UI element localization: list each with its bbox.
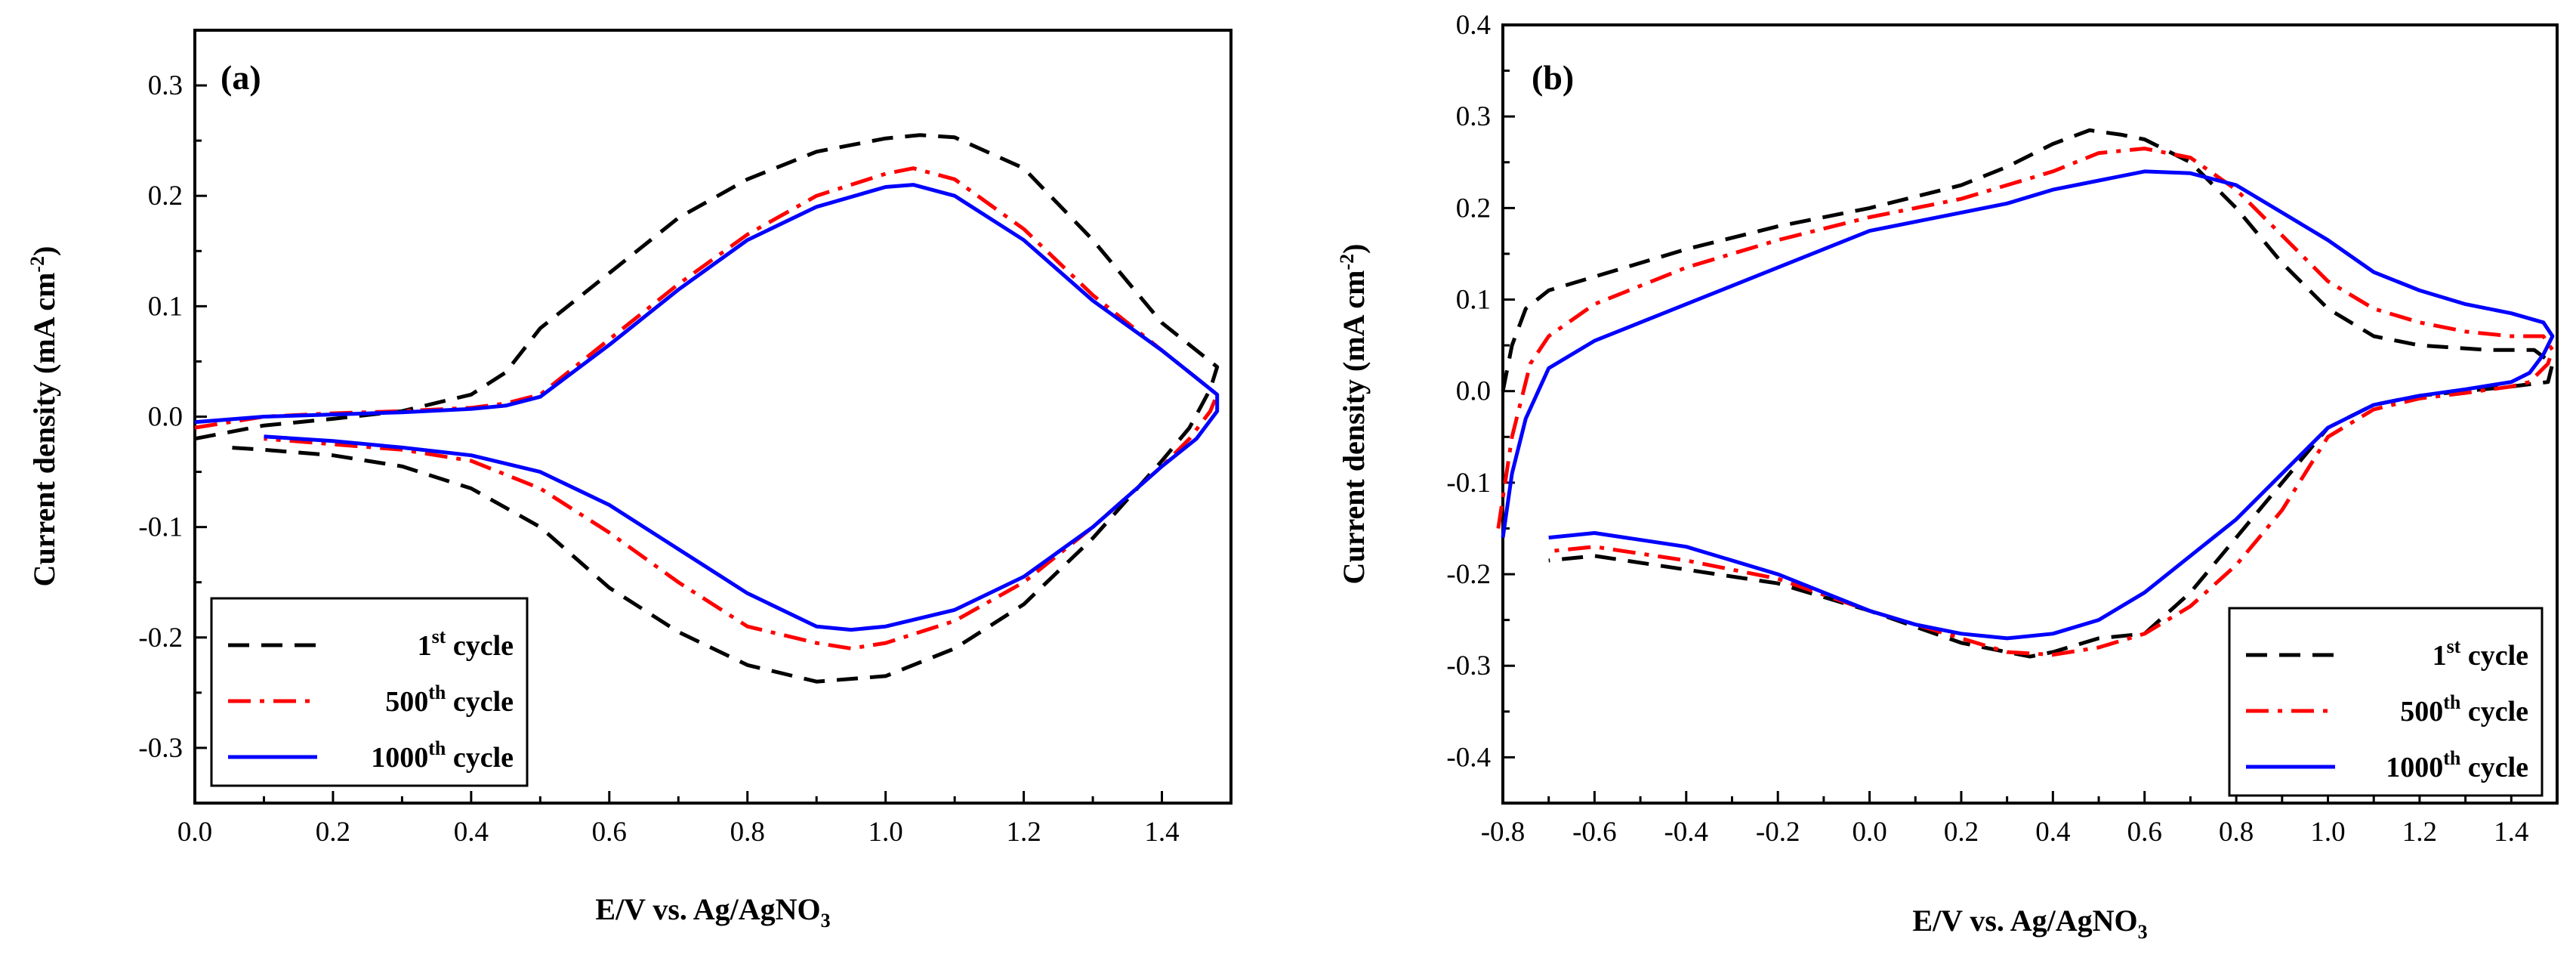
y-tick-label: 0.4 <box>1456 10 1491 41</box>
panel-b-plot-frame <box>1501 23 2559 805</box>
y-tick-label: 0.2 <box>148 181 183 212</box>
y-tick-label: 0.1 <box>1456 285 1491 316</box>
panel-b-series <box>1496 128 2555 659</box>
x-tick-label: 1.4 <box>1144 817 1179 848</box>
x-tick-label: 1.0 <box>2310 817 2345 848</box>
y-tick-label: 0.3 <box>148 70 183 101</box>
y-tick-label: -0.1 <box>138 512 183 543</box>
x-tick-label: 1.0 <box>868 817 903 848</box>
x-tick-label: 1.2 <box>2402 817 2437 848</box>
series-line-1000th-cycle <box>194 183 1220 632</box>
panel-a-y-axis-title: Current density (mA cm-2) <box>26 246 61 587</box>
y-tick-label: 0.0 <box>148 402 183 433</box>
legend-label: 500th cycle <box>2400 691 2528 728</box>
x-tick-label: 0.8 <box>730 817 765 848</box>
y-tick-label: -0.1 <box>1446 468 1491 499</box>
x-tick-label: 1.2 <box>1006 817 1041 848</box>
x-tick-label: 0.2 <box>316 817 350 848</box>
panel-b-x-axis-title: E/V vs. Ag/AgNO3 <box>1912 904 2147 943</box>
panel-b-legend: 1st cycle 500th cycle 1000th cycle <box>2228 607 2544 797</box>
x-tick-label: 0.4 <box>454 817 489 848</box>
panel-b-chart: -0.8 -0.6 -0.4 -0.2 0.0 0.2 0.4 0.6 0.8 1.0 1.2 1.4… <box>1336 10 2559 943</box>
x-tick-label: 0.0 <box>177 817 212 848</box>
panel-b-legend-box <box>2228 607 2544 797</box>
legend-label: 500th cycle <box>385 681 514 718</box>
x-tick-label: 0.0 <box>1852 817 1886 848</box>
x-tick-label: 0.8 <box>2219 817 2254 848</box>
x-tick-label: 0.6 <box>2127 817 2162 848</box>
y-tick-label: 0.3 <box>1456 101 1491 132</box>
x-tick-label: 0.4 <box>2035 817 2070 848</box>
panel-a-x-axis-title: E/V vs. Ag/AgNO3 <box>595 892 830 932</box>
panel-b-label: (b) <box>1532 58 1574 97</box>
panel-a-legend-box <box>210 597 529 787</box>
legend-label: 1000th cycle <box>371 737 514 774</box>
series-line-1000th-cycle <box>1501 169 2555 641</box>
panel-b-x-ticks: -0.8 -0.6 -0.4 -0.2 0.0 0.2 0.4 0.6 0.8 1.0 1.2 1.4 <box>1481 791 2528 848</box>
panel-b-y-axis-title: Current density (mA cm-2) <box>1336 244 1371 585</box>
legend-label: 1st cycle <box>418 626 514 662</box>
y-tick-label: -0.4 <box>1446 742 1491 773</box>
y-tick-label: -0.2 <box>1446 559 1491 590</box>
panel-a-legend: 1st cycle 500th cycle 1000th cycle <box>210 597 529 787</box>
y-tick-label: -0.2 <box>138 623 183 653</box>
panel-a-chart: 0.0 0.2 0.4 0.6 0.8 1.0 1.2 1.4 -0.3 -0.2 -0.1 0.0… <box>26 29 1232 932</box>
series-line-500th-cycle <box>194 166 1220 650</box>
y-tick-label: 0.0 <box>1456 376 1491 407</box>
x-tick-label: 0.2 <box>1944 817 1979 848</box>
x-tick-label: -0.6 <box>1572 817 1617 848</box>
series-line-1st-cycle <box>194 133 1220 684</box>
x-tick-label: -0.4 <box>1664 817 1708 848</box>
series-line-1st-cycle <box>1501 128 2555 659</box>
x-tick-label: -0.8 <box>1481 817 1526 848</box>
panel-b-y-ticks: -0.4 -0.3 -0.2 -0.1 0.0 0.1 0.2 0.3 0.4 <box>1446 10 1515 773</box>
x-tick-label: 1.4 <box>2494 817 2528 848</box>
x-tick-label: -0.2 <box>1756 817 1800 848</box>
panel-a-y-ticks: -0.3 -0.2 -0.1 0.0 0.1 0.2 0.3 <box>138 70 207 764</box>
panel-a-label: (a) <box>221 58 261 97</box>
legend-label: 1000th cycle <box>2386 747 2528 783</box>
y-tick-label: 0.2 <box>1456 193 1491 224</box>
y-tick-label: -0.3 <box>138 733 183 764</box>
y-tick-label: 0.1 <box>148 291 183 322</box>
legend-label: 1st cycle <box>2433 635 2528 672</box>
y-tick-label: -0.3 <box>1446 650 1491 681</box>
x-tick-label: 0.6 <box>592 817 627 848</box>
panel-a-x-ticks: 0.0 0.2 0.4 0.6 0.8 1.0 1.2 1.4 <box>177 791 1180 848</box>
panel-a-series <box>194 133 1220 684</box>
